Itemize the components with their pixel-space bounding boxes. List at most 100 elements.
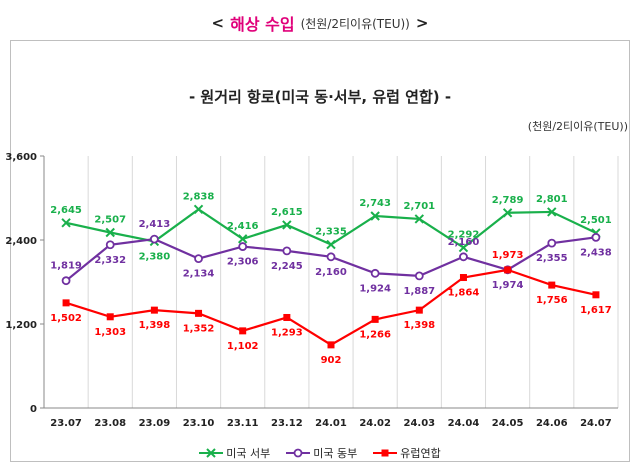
- data-label: 2,355: [536, 253, 568, 264]
- data-label: 1,293: [271, 327, 303, 338]
- page-unit: (천원/2티이유(TEU)): [300, 16, 410, 31]
- data-point: [327, 341, 335, 349]
- x-tick-label: 23.08: [94, 418, 126, 429]
- x-tick-label: 23.11: [227, 418, 259, 429]
- data-point: [459, 274, 467, 282]
- data-label: 2,801: [536, 194, 568, 205]
- data-label: 2,380: [139, 251, 171, 262]
- data-point: [504, 266, 512, 274]
- data-point: [283, 313, 291, 321]
- data-point: [149, 234, 159, 244]
- data-point: [62, 299, 70, 307]
- data-label: 2,416: [227, 221, 259, 232]
- data-label: 1,756: [536, 295, 568, 306]
- y-tick-label: 0: [30, 404, 37, 415]
- next-arrow-button[interactable]: >: [415, 14, 429, 32]
- chart-unit-label: (천원/2티이유(TEU)): [527, 120, 628, 133]
- x-tick-label: 24.06: [536, 418, 568, 429]
- data-point: [414, 214, 425, 224]
- x-tick-label: 24.02: [359, 418, 391, 429]
- data-point: [106, 313, 114, 321]
- data-label: 2,306: [227, 257, 259, 268]
- data-point: [370, 268, 380, 278]
- data-point: [415, 306, 423, 314]
- legend-swatch: [373, 449, 398, 457]
- data-point: [592, 291, 600, 299]
- data-point: [547, 238, 557, 248]
- data-label: 2,838: [183, 191, 215, 202]
- data-point: [238, 242, 248, 251]
- data-point: [459, 252, 468, 262]
- data-point: [105, 227, 115, 238]
- data-label: 2,332: [94, 255, 126, 266]
- chart-title: - 원거리 항로(미국 동·서부, 유럽 연합) -: [188, 88, 452, 106]
- data-label: 2,615: [271, 207, 303, 218]
- legend-swatch: [199, 448, 224, 458]
- data-point: [237, 234, 248, 244]
- x-tick-label: 23.07: [50, 418, 82, 429]
- data-label: 2,501: [580, 215, 612, 226]
- data-label: 2,789: [492, 195, 524, 206]
- x-tick-label: 24.03: [403, 418, 435, 429]
- chart-legend: 미국 서부 미국 동부 유럽연합: [10, 445, 630, 461]
- page-header: < 해상 수입 (천원/2티이유(TEU)) >: [10, 8, 630, 38]
- data-label: 2,645: [50, 205, 82, 216]
- data-point: [193, 204, 204, 215]
- data-label: 2,413: [139, 219, 171, 230]
- data-label: 2,507: [94, 215, 126, 226]
- data-point: [591, 232, 601, 242]
- data-label: 1,887: [403, 286, 435, 297]
- data-point: [326, 252, 336, 262]
- data-label: 1,102: [227, 341, 259, 352]
- data-label: 2,292: [448, 230, 480, 241]
- data-point: [458, 242, 469, 253]
- data-point: [282, 246, 292, 256]
- x-tick-label: 23.12: [271, 418, 303, 429]
- data-label: 1,502: [50, 313, 82, 324]
- data-label: 1,974: [492, 280, 524, 291]
- data-label: 2,743: [359, 198, 391, 209]
- data-point: [414, 271, 424, 281]
- data-label: 1,819: [50, 261, 82, 272]
- data-label: 2,438: [580, 247, 612, 258]
- data-label: 2,160: [315, 267, 347, 278]
- x-tick-label: 23.09: [139, 418, 171, 429]
- x-tick-label: 24.04: [448, 418, 480, 429]
- data-point: [326, 239, 336, 250]
- data-label: 2,701: [403, 201, 435, 212]
- prev-arrow-button[interactable]: <: [211, 14, 225, 32]
- data-point: [282, 220, 292, 230]
- series-0: 2,645 2,507 2,380 2,838 2,416 2,615 2,335 2,743…: [50, 191, 612, 262]
- legend-label: 미국 동부: [313, 447, 358, 460]
- data-point: [239, 327, 247, 335]
- legend-label: 미국 서부: [226, 447, 271, 460]
- data-point: [548, 281, 556, 289]
- data-label: 1,303: [94, 327, 126, 338]
- legend-item: 유럽연합: [373, 445, 441, 461]
- x-tick-label: 23.10: [183, 418, 215, 429]
- page-title: 해상 수입: [230, 15, 295, 34]
- data-point: [61, 276, 71, 286]
- data-point: [194, 254, 203, 264]
- data-point: [61, 218, 71, 228]
- y-tick-label: 2,400: [5, 236, 37, 247]
- data-label: 2,335: [315, 227, 347, 238]
- data-label: 1,973: [492, 250, 524, 261]
- data-point: [150, 306, 158, 314]
- series-2: 1,502 1,303 1,398 1,352 1,102 1,293 902 1,266 1,…: [50, 250, 612, 366]
- data-point: [370, 211, 380, 221]
- x-tick-label: 24.07: [580, 418, 612, 429]
- y-tick-label: 1,200: [5, 320, 37, 331]
- data-label: 1,398: [403, 320, 435, 331]
- data-label: 1,864: [448, 288, 480, 299]
- data-point: [105, 240, 115, 250]
- data-label: 1,398: [139, 320, 171, 331]
- legend-item: 미국 동부: [286, 445, 357, 461]
- data-label: 2,245: [271, 261, 303, 272]
- data-label: 1,352: [183, 323, 215, 334]
- legend-item: 미국 서부: [199, 445, 270, 461]
- data-point: [371, 315, 379, 323]
- data-label: 2,160: [448, 237, 480, 248]
- data-point: [502, 208, 513, 218]
